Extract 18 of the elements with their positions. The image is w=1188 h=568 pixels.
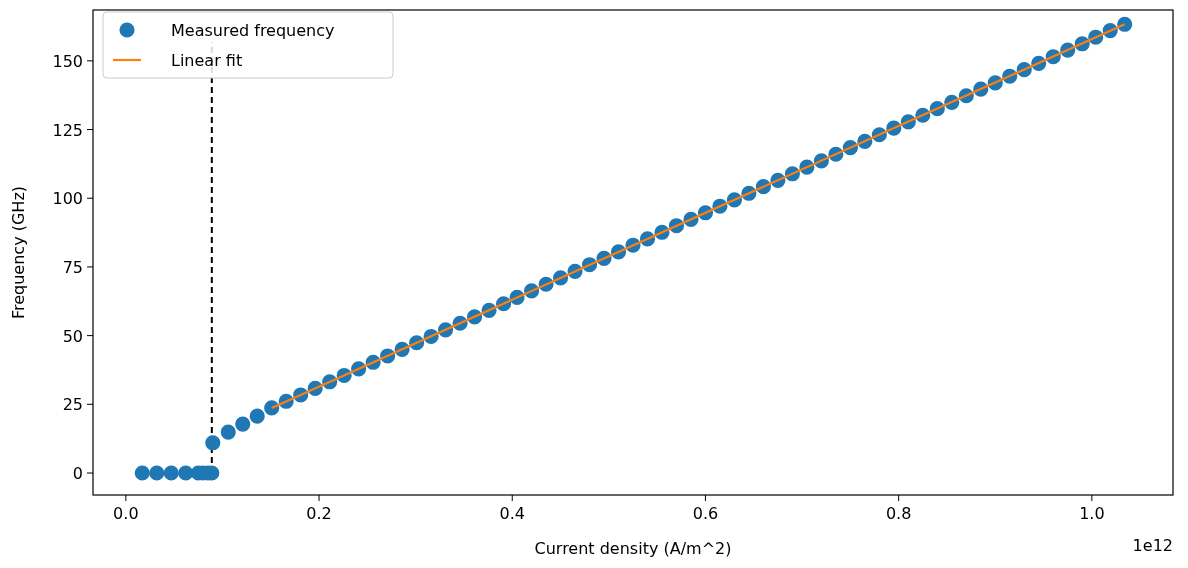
x-tick-label: 0.2 <box>306 504 332 523</box>
y-tick-label: 125 <box>52 120 83 140</box>
x-tick-label: 1.0 <box>1079 504 1105 523</box>
legend-label: Measured frequency <box>171 21 335 40</box>
y-tick-label: 0 <box>72 464 83 484</box>
x-axis-title: Current density (A/m^2) <box>534 539 732 558</box>
y-tick-label: 150 <box>52 51 83 71</box>
x-tick-label: 0.4 <box>499 504 525 523</box>
x-tick-label: 0.0 <box>113 504 139 523</box>
x-tick-label: 0.6 <box>692 504 719 523</box>
y-axis-title: Frequency (GHz) <box>9 185 28 320</box>
legend-label: Linear fit <box>171 51 243 70</box>
y-tick-label: 25 <box>62 395 83 415</box>
text: 1e12 <box>1132 536 1173 555</box>
y-tick-label: 100 <box>52 189 83 209</box>
x-tick-label: 0.8 <box>885 504 912 523</box>
y-tick-label: 50 <box>62 326 83 346</box>
y-tick-label: 75 <box>62 257 83 277</box>
